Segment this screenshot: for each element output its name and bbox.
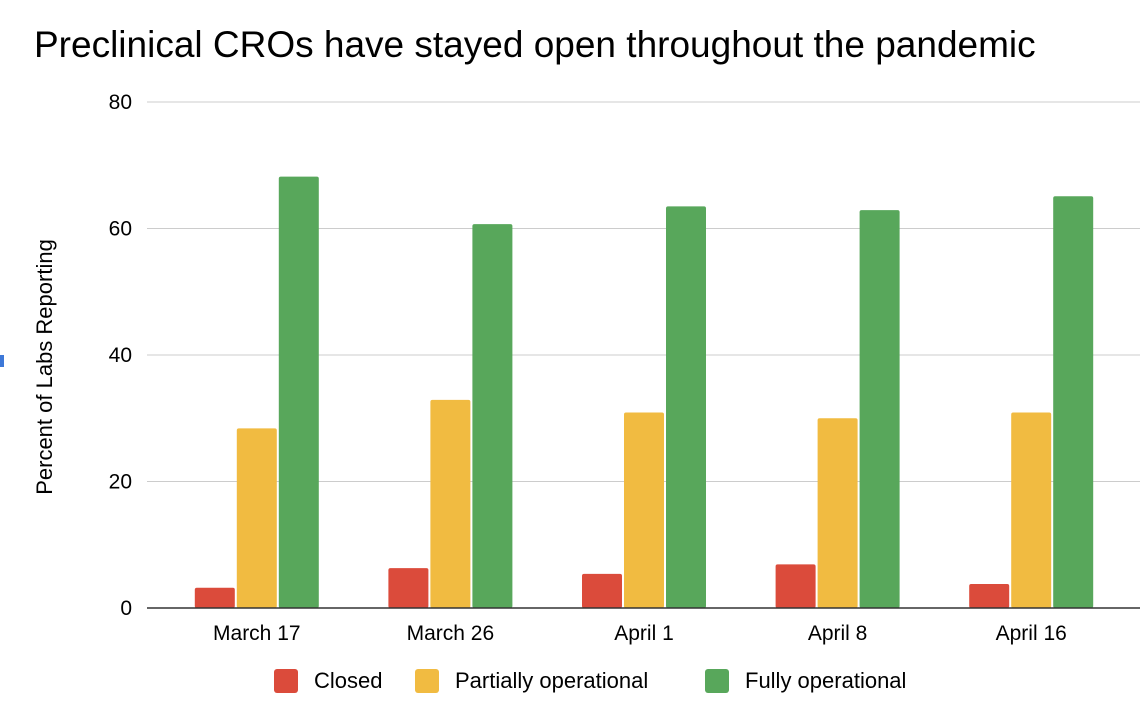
bar-closed: [969, 583, 1010, 608]
bar-fully-operational: [859, 210, 900, 608]
legend-swatch: [415, 669, 439, 693]
x-tick-label: April 8: [808, 622, 868, 645]
y-tick-label: 60: [109, 218, 132, 241]
bar-fully-operational: [278, 176, 319, 608]
legend-label: Fully operational: [745, 668, 906, 693]
x-tick-label: April 1: [614, 622, 674, 645]
bar-closed: [194, 587, 235, 608]
bar-fully-operational: [666, 206, 706, 609]
bar-partially-operational: [236, 428, 277, 608]
x-axis-ticks: March 17 March 26 April 1 April 8 April 16: [213, 622, 1067, 645]
bar-fully-operational: [472, 224, 513, 608]
y-axis-ticks: 0 20 40 60 80: [109, 91, 132, 620]
x-tick-label: March 17: [213, 622, 301, 645]
legend-swatch: [274, 669, 298, 693]
y-tick-label: 20: [109, 471, 132, 494]
y-tick-label: 40: [109, 344, 132, 367]
y-tick-label: 0: [120, 597, 132, 620]
bar-partially-operational: [624, 412, 664, 608]
bar-closed: [388, 568, 429, 608]
bar-partially-operational: [1011, 412, 1052, 608]
chart-title: Preclinical CROs have stayed open throug…: [34, 24, 1036, 65]
bar-closed: [582, 573, 622, 608]
legend-label: Closed: [314, 668, 382, 693]
bars: [194, 176, 1094, 609]
x-tick-label: April 16: [996, 622, 1067, 645]
x-tick-label: March 26: [407, 622, 495, 645]
legend: Closed Partially operational Fully operati…: [274, 668, 906, 693]
y-tick-label: 80: [109, 91, 132, 114]
left-edge-marker: [0, 355, 4, 367]
bar-partially-operational: [817, 418, 858, 608]
legend-label: Partially operational: [455, 668, 648, 693]
legend-swatch: [705, 669, 729, 693]
y-axis-label: Percent of Labs Reporting: [32, 239, 57, 495]
bar-partially-operational: [430, 399, 471, 608]
bar-fully-operational: [1053, 196, 1094, 608]
bar-closed: [775, 564, 816, 608]
